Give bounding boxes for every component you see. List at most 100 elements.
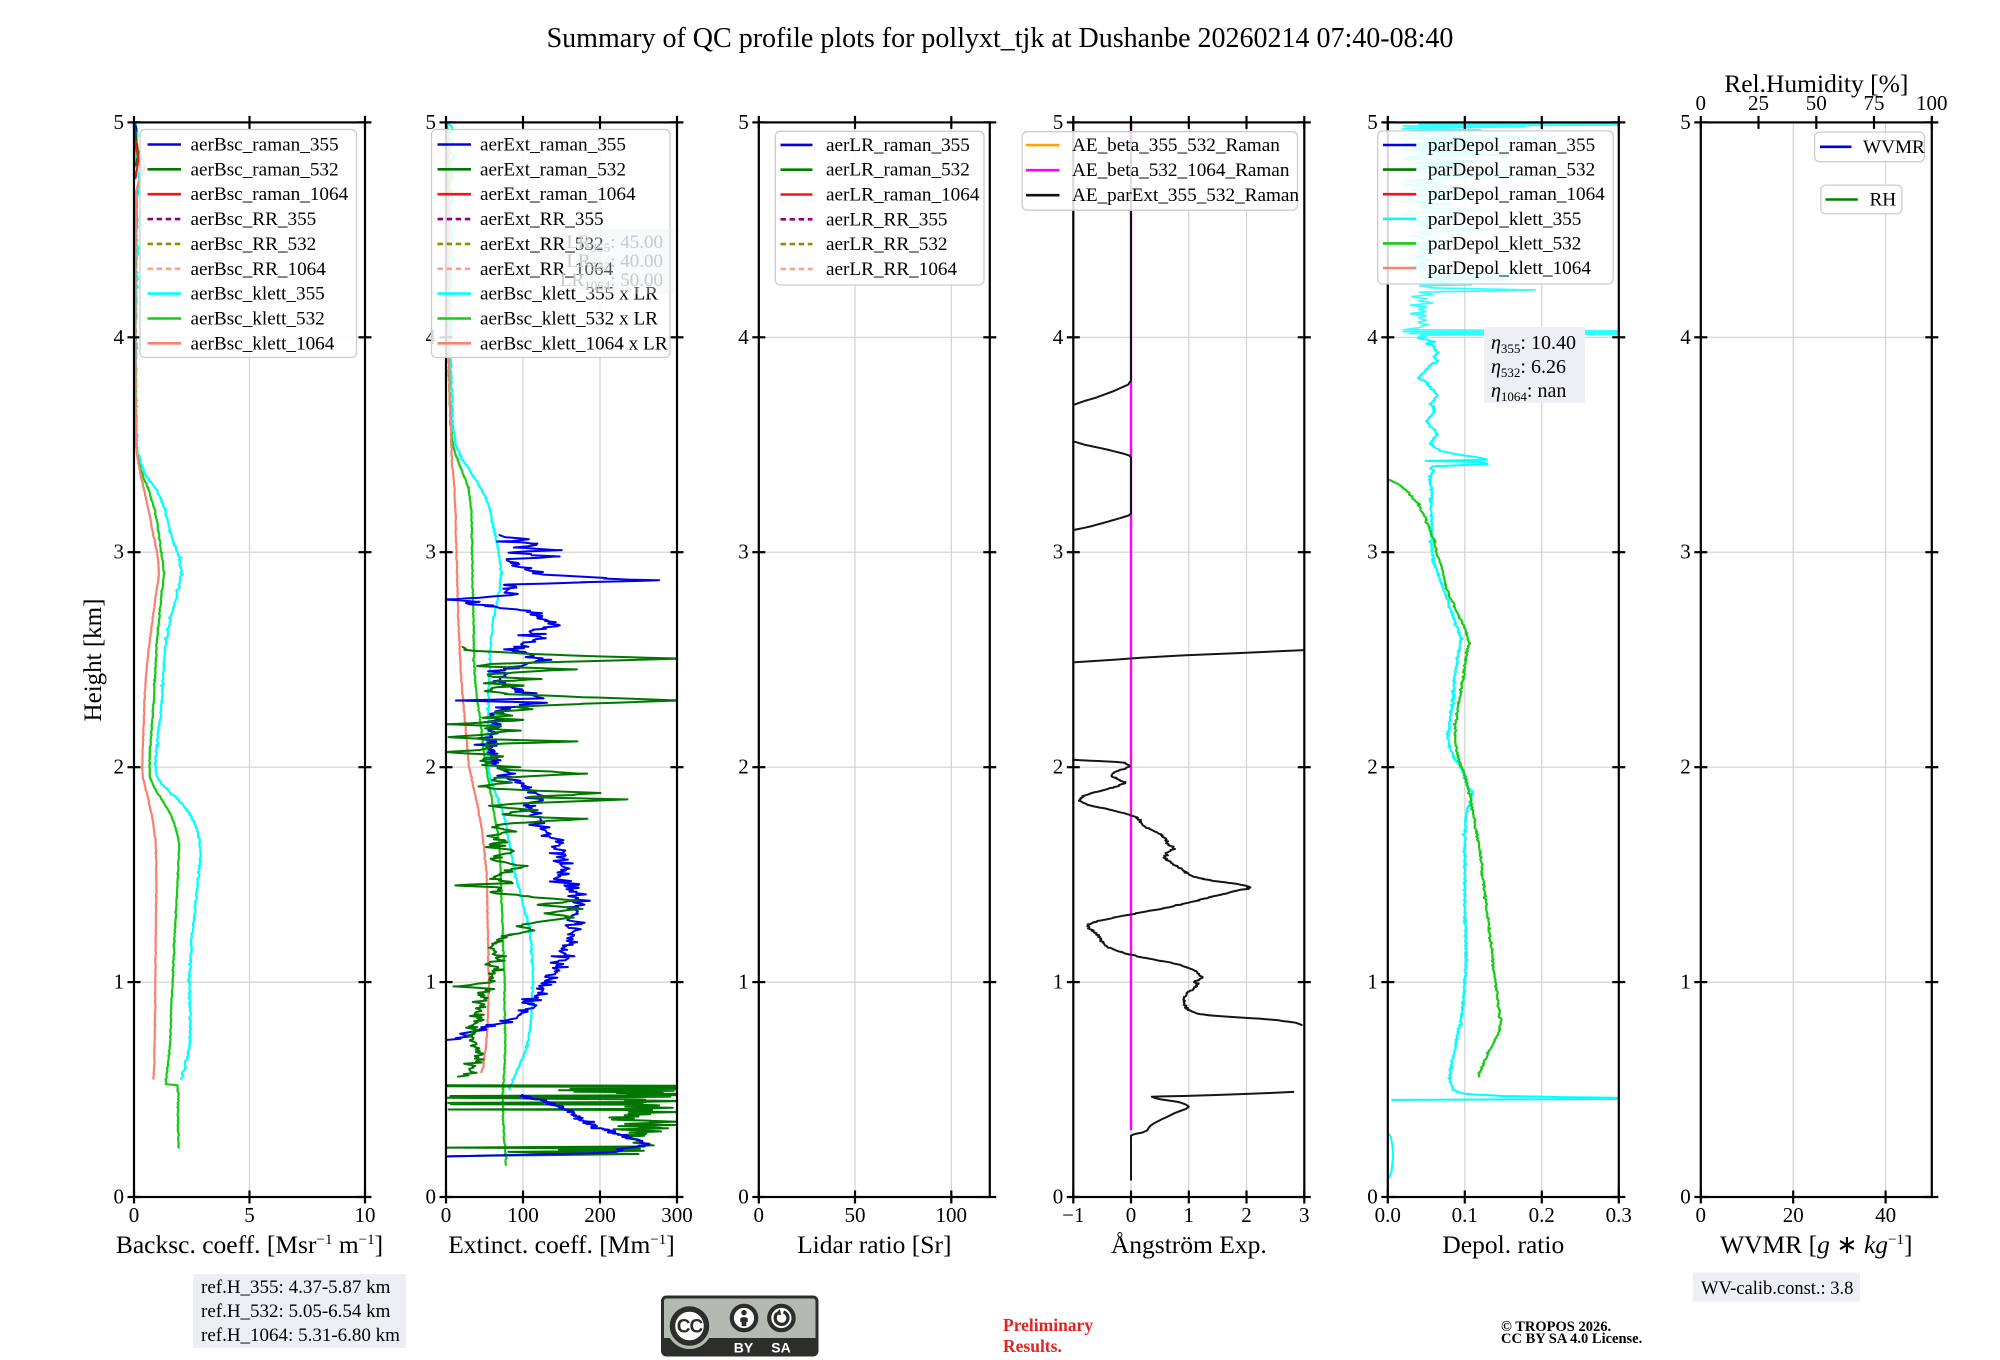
svg-text:1: 1 [426, 970, 437, 994]
svg-text:20: 20 [1783, 1203, 1804, 1227]
svg-text:40: 40 [1875, 1203, 1896, 1227]
svg-text:parDepol_raman_1064: parDepol_raman_1064 [1428, 184, 1605, 205]
svg-text:4: 4 [738, 325, 749, 349]
svg-text:4: 4 [1367, 325, 1378, 349]
svg-text:© TROPOS 2026.: © TROPOS 2026. [1501, 1319, 1611, 1335]
svg-text:50: 50 [1806, 91, 1827, 115]
svg-text:4: 4 [1053, 325, 1064, 349]
svg-text:aerExt_raman_355: aerExt_raman_355 [480, 135, 626, 156]
svg-text:aerLR_raman_532: aerLR_raman_532 [826, 160, 970, 181]
svg-text:3: 3 [738, 540, 749, 564]
svg-text:1: 1 [1184, 1203, 1195, 1227]
svg-text:aerBsc_raman_1064: aerBsc_raman_1064 [191, 184, 349, 205]
svg-text:aerBsc_RR_355: aerBsc_RR_355 [191, 209, 317, 230]
svg-text:2: 2 [426, 755, 437, 779]
svg-text:aerBsc_klett_355: aerBsc_klett_355 [191, 284, 325, 305]
svg-text:1: 1 [1680, 970, 1691, 994]
svg-text:0.3: 0.3 [1606, 1203, 1632, 1227]
svg-text:1: 1 [1367, 970, 1378, 994]
svg-text:4: 4 [1680, 325, 1691, 349]
svg-text:10: 10 [355, 1203, 376, 1227]
svg-text:4: 4 [114, 325, 125, 349]
svg-text:5: 5 [114, 110, 125, 134]
svg-text:5: 5 [426, 110, 437, 134]
svg-text:0: 0 [754, 1203, 765, 1227]
svg-text:0: 0 [114, 1185, 125, 1209]
svg-text:CC: CC [677, 1317, 704, 1338]
svg-text:Preliminary: Preliminary [1003, 1315, 1093, 1335]
svg-text:2: 2 [1367, 755, 1378, 779]
svg-text:2: 2 [114, 755, 125, 779]
svg-text:1: 1 [1053, 970, 1064, 994]
svg-text:LR1064: 50.00: LR1064: 50.00 [560, 270, 663, 293]
svg-text:ref.H_355: 4.37-5.87 km: ref.H_355: 4.37-5.87 km [201, 1277, 391, 1298]
svg-text:aerLR_RR_532: aerLR_RR_532 [826, 234, 948, 255]
svg-text:aerBsc_RR_1064: aerBsc_RR_1064 [191, 259, 327, 280]
svg-text:0: 0 [1696, 1203, 1707, 1227]
svg-text:0: 0 [441, 1203, 452, 1227]
svg-text:aerBsc_klett_532 x LR: aerBsc_klett_532 x LR [480, 309, 658, 330]
svg-text:Backsc. coeff. [Msr−1 m−1]: Backsc. coeff. [Msr−1 m−1] [116, 1230, 383, 1259]
svg-text:aerBsc_klett_1064 x LR: aerBsc_klett_1064 x LR [480, 333, 668, 354]
svg-text:0.1: 0.1 [1452, 1203, 1478, 1227]
svg-text:100: 100 [936, 1203, 968, 1227]
svg-text:3: 3 [1053, 540, 1064, 564]
svg-text:aerBsc_klett_1064: aerBsc_klett_1064 [191, 333, 335, 354]
svg-text:0: 0 [1680, 1185, 1691, 1209]
svg-text:0.2: 0.2 [1529, 1203, 1555, 1227]
svg-text:3: 3 [426, 540, 437, 564]
svg-text:η532: 6.26: η532: 6.26 [1491, 356, 1566, 380]
svg-text:parDepol_klett_1064: parDepol_klett_1064 [1428, 258, 1591, 279]
svg-text:Extinct. coeff. [Mm−1]: Extinct. coeff. [Mm−1] [448, 1230, 675, 1259]
svg-text:5: 5 [1367, 110, 1378, 134]
svg-text:aerBsc_raman_355: aerBsc_raman_355 [191, 135, 339, 156]
svg-text:1: 1 [114, 970, 125, 994]
svg-text:25: 25 [1748, 91, 1769, 115]
svg-text:CC BY SA 4.0 License.: CC BY SA 4.0 License. [1501, 1331, 1642, 1347]
svg-text:RH: RH [1870, 190, 1897, 211]
svg-text:3: 3 [114, 540, 125, 564]
svg-text:WVMR [g ∗ kg−1]: WVMR [g ∗ kg−1] [1720, 1230, 1912, 1259]
svg-text:aerExt_RR_355: aerExt_RR_355 [480, 209, 604, 230]
svg-text:WV-calib.const.: 3.8: WV-calib.const.: 3.8 [1701, 1279, 1853, 1299]
svg-text:0: 0 [1367, 1185, 1378, 1209]
svg-text:0: 0 [1053, 1185, 1064, 1209]
svg-text:50: 50 [845, 1203, 866, 1227]
svg-text:200: 200 [584, 1203, 616, 1227]
svg-text:parDepol_raman_532: parDepol_raman_532 [1428, 160, 1595, 181]
svg-text:aerExt_raman_1064: aerExt_raman_1064 [480, 184, 636, 205]
svg-text:aerBsc_klett_532: aerBsc_klett_532 [191, 309, 325, 330]
svg-text:aerExt_raman_532: aerExt_raman_532 [480, 159, 626, 180]
svg-text:Depol. ratio: Depol. ratio [1442, 1230, 1564, 1259]
svg-text:0: 0 [1126, 1203, 1137, 1227]
svg-text:aerLR_RR_355: aerLR_RR_355 [826, 209, 948, 230]
svg-text:5: 5 [1053, 110, 1064, 134]
svg-text:aerExt_RR_1064: aerExt_RR_1064 [480, 259, 614, 280]
svg-text:aerLR_raman_1064: aerLR_raman_1064 [826, 185, 980, 206]
svg-text:Lidar ratio [Sr]: Lidar ratio [Sr] [797, 1230, 951, 1259]
svg-text:aerBsc_raman_532: aerBsc_raman_532 [191, 159, 339, 180]
svg-text:ref.H_532: 5.05-6.54 km: ref.H_532: 5.05-6.54 km [201, 1301, 391, 1322]
svg-text:100: 100 [507, 1203, 539, 1227]
svg-text:Height [km]: Height [km] [80, 599, 107, 722]
svg-text:η355: 10.40: η355: 10.40 [1491, 332, 1576, 356]
svg-text:3: 3 [1299, 1203, 1310, 1227]
svg-text:2: 2 [1241, 1203, 1252, 1227]
svg-text:aerLR_RR_1064: aerLR_RR_1064 [826, 259, 958, 280]
svg-text:0: 0 [1696, 91, 1707, 115]
svg-text:parDepol_raman_355: parDepol_raman_355 [1428, 135, 1595, 156]
svg-text:5: 5 [244, 1203, 255, 1227]
svg-text:AE_beta_532_1064_Raman: AE_beta_532_1064_Raman [1072, 160, 1290, 181]
svg-text:aerBsc_klett_355 x LR: aerBsc_klett_355 x LR [480, 284, 658, 305]
svg-text:Results.: Results. [1003, 1336, 1062, 1356]
svg-text:parDepol_klett_532: parDepol_klett_532 [1428, 233, 1581, 254]
svg-text:0: 0 [738, 1185, 749, 1209]
svg-text:Ångström Exp.: Ångström Exp. [1111, 1230, 1267, 1259]
svg-text:SA: SA [771, 1340, 790, 1356]
svg-text:5: 5 [1680, 110, 1691, 134]
svg-text:η1064: nan: η1064: nan [1491, 380, 1566, 404]
svg-text:2: 2 [738, 755, 749, 779]
svg-text:WVMR: WVMR [1863, 137, 1925, 158]
svg-text:100: 100 [1916, 91, 1948, 115]
svg-text:2: 2 [1680, 755, 1691, 779]
